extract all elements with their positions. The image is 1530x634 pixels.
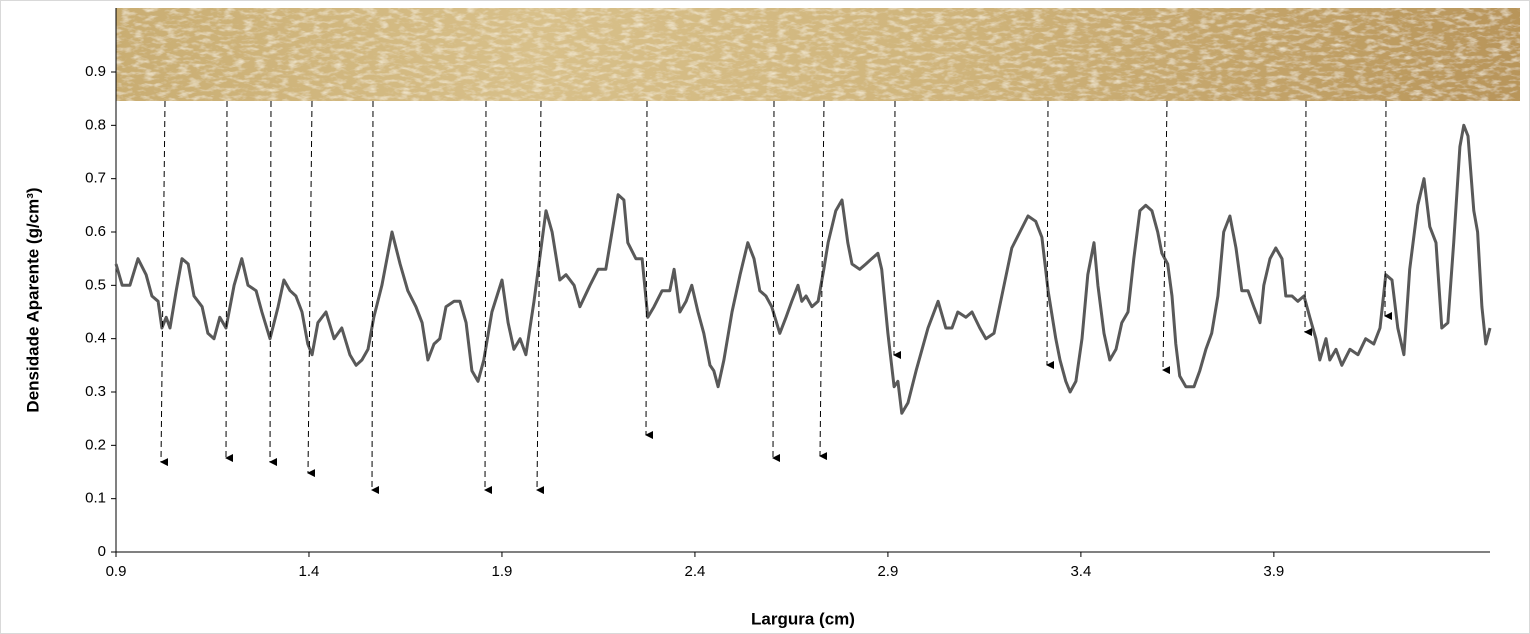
pointer-arrow: [371, 100, 380, 495]
pointer-arrow: [819, 100, 828, 461]
x-tick-label: 1.9: [492, 563, 513, 580]
pointer-arrow: [893, 100, 902, 360]
pointer-arrow: [1046, 100, 1055, 370]
y-tick-label: 0.1: [85, 490, 106, 507]
density-line: [114, 123, 1492, 415]
y-tick-label: 0.8: [85, 116, 106, 133]
pointer-arrow: [1384, 100, 1393, 321]
y-tick-label: 0.3: [85, 383, 106, 400]
y-tick-label: 0: [98, 543, 106, 560]
wood-image: [116, 8, 1520, 101]
x-tick-label: 0.9: [106, 563, 127, 580]
y-tick-label: 0.7: [85, 170, 106, 187]
x-axis-title: Largura (cm): [751, 609, 855, 628]
x-tick-label: 3.9: [1263, 563, 1284, 580]
y-axis-title: Densidade Aparente (g/cm³): [23, 187, 42, 412]
x-tick-label: 2.9: [877, 563, 898, 580]
x-tick-label: 2.4: [685, 563, 706, 580]
pointer-arrow: [1304, 100, 1313, 337]
y-tick-label: 0.6: [85, 223, 106, 240]
pointer-arrow: [307, 100, 316, 478]
pointer-arrow: [536, 100, 545, 495]
pointer-arrow: [645, 100, 654, 440]
y-tick-label: 0.9: [85, 63, 106, 80]
pointer-arrow: [160, 100, 169, 467]
pointer-arrow: [484, 100, 493, 495]
pointer-arrow: [269, 100, 278, 467]
plot-area: 0 0.1 0.2 0.3 0.4 0.5 0.6 0.7 0.8 0.9 0.9 1.4 1.9 2.4…: [85, 8, 1492, 580]
y-tick-label: 0.4: [85, 330, 106, 347]
x-tick-label: 3.4: [1070, 563, 1091, 580]
pointer-arrow: [1162, 100, 1171, 375]
x-tick-label: 1.4: [299, 563, 320, 580]
y-tick-label: 0.2: [85, 436, 106, 453]
y-tick-label: 0.5: [85, 276, 106, 293]
wood-grain: [116, 8, 1520, 101]
